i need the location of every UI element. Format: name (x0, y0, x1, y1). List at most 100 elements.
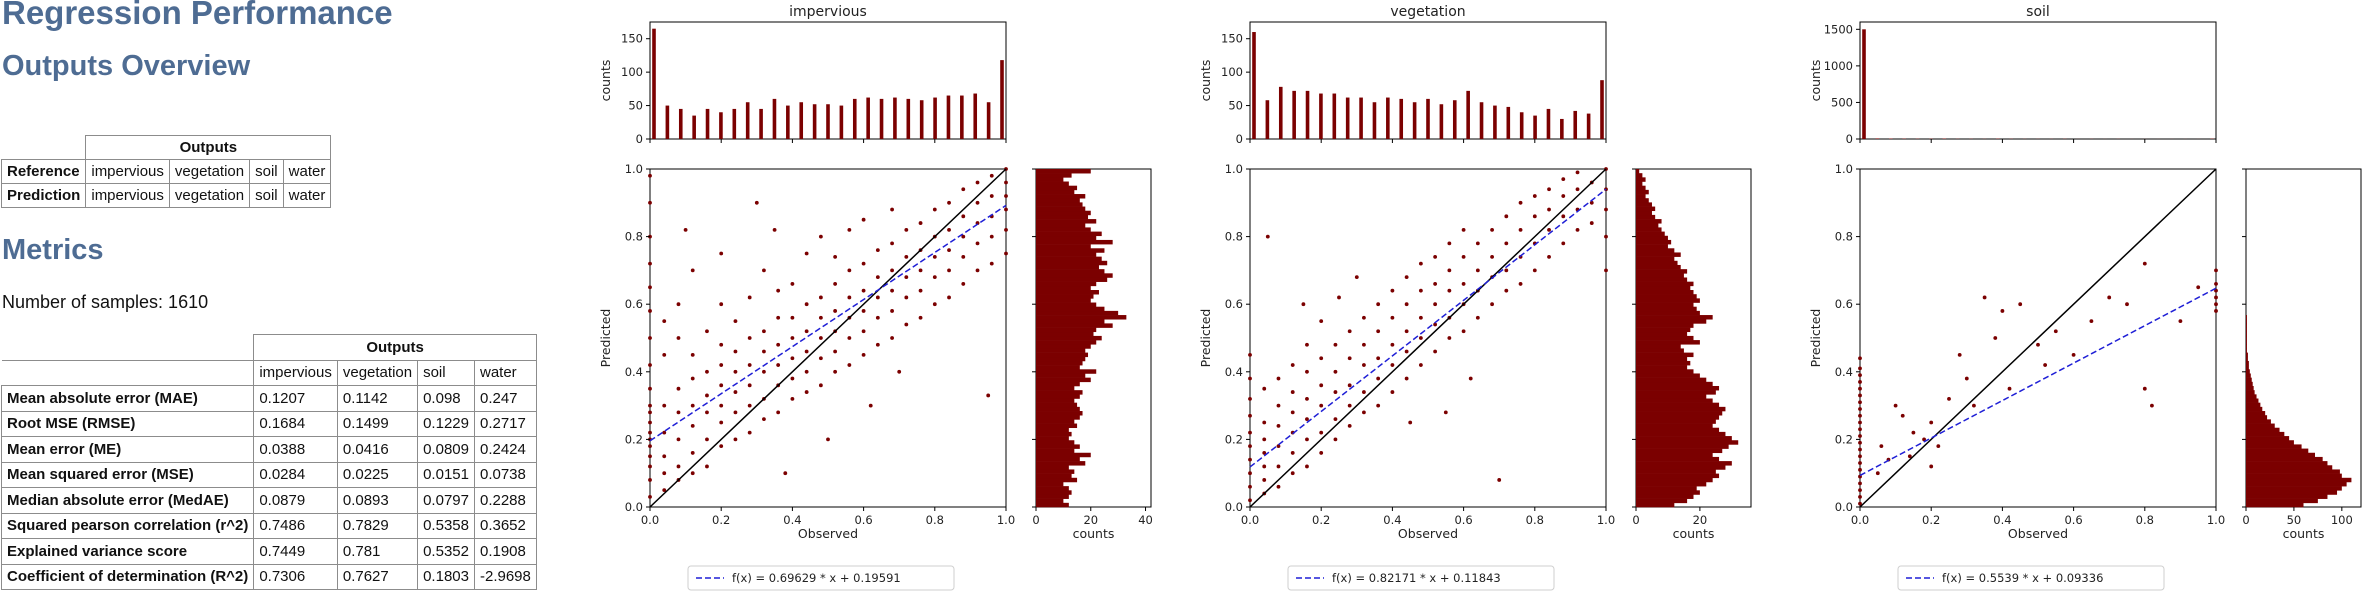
x-axis-label: Observed (1398, 526, 1458, 541)
right-hist-bar (1636, 277, 1688, 282)
scatter-point (932, 275, 937, 280)
scatter-point (1858, 427, 1862, 432)
top-hist-bar (973, 93, 978, 139)
y-axis-label: Predicted (598, 309, 613, 368)
right-hist-bar (1636, 356, 1688, 362)
right-hist-bar (1036, 473, 1072, 479)
scatter-point (747, 336, 752, 340)
row-label: Coefficient of determination (R^2) (0, 563, 255, 590)
scatter-point (1461, 227, 1466, 232)
scatter-point (1333, 369, 1338, 374)
scatter-point (1418, 336, 1423, 340)
table-row: Mean error (ME) 0.0388 0.0416 0.0809 0.2424 (0, 436, 537, 463)
scatter-point (1532, 194, 1537, 198)
right-hist-bar (1636, 323, 1694, 328)
scatter-point (733, 410, 738, 415)
table-cell: 0.0797 (417, 487, 475, 514)
scatter-point (690, 376, 695, 381)
legend-box (1287, 565, 1555, 591)
scatter-point (1547, 207, 1551, 212)
y-tick-label: 0.0 (625, 500, 643, 514)
right-hist-bar (1636, 185, 1646, 191)
top-hist-bar (1600, 80, 1604, 139)
top-hist-bar (759, 108, 763, 139)
right-hist-bar (2246, 473, 2342, 479)
right-hist-bar (1636, 214, 1656, 220)
top-hist-bar (719, 112, 723, 139)
top-hist-bar (1875, 138, 1880, 139)
y-tick-label: 0.4 (625, 365, 643, 379)
right-hist-bar (1636, 481, 1707, 487)
scatter-point (989, 173, 994, 178)
x-tick-label: 0.8 (2136, 513, 2154, 527)
top-hist-tick-label: 1500 (1824, 22, 1853, 36)
scatter-point (719, 403, 724, 408)
scatter-point (904, 275, 909, 280)
x-tick-label: 1.0 (2207, 513, 2225, 527)
right-hist-bar (1036, 173, 1072, 178)
scatter-point (1875, 471, 1880, 476)
right-hist-bar (1036, 231, 1102, 237)
column-header: vegetation (336, 359, 419, 386)
top-hist-bar (1372, 102, 1377, 139)
right-hist-bar (1036, 398, 1075, 403)
table-cell: impervious (85, 159, 170, 184)
scatter-point (875, 275, 880, 280)
scatter-point (1518, 227, 1523, 232)
scatter-point (1575, 187, 1580, 192)
right-hist-bar (2246, 406, 2263, 412)
right-hist-bar (1036, 390, 1083, 395)
right-hist-bar (1636, 281, 1694, 287)
scatter-point (676, 386, 681, 391)
identity-line (1859, 168, 2217, 508)
y-tick-label: 0.8 (625, 230, 643, 244)
right-hist-bar (2246, 369, 2250, 374)
scatter-point (1447, 288, 1452, 293)
scatter-point (2071, 353, 2076, 357)
scatter-point (1972, 403, 1976, 408)
scatter-point (1858, 461, 1862, 465)
scatter-point (1858, 413, 1862, 418)
table-cell: 0.7486 (253, 512, 338, 539)
scatter-point (1858, 380, 1862, 384)
row-label: Prediction (0, 183, 87, 208)
scatter-point (947, 227, 951, 232)
scatter-point (833, 282, 838, 286)
right-hist-bar (1036, 323, 1113, 328)
scatter-point (875, 315, 880, 320)
right-hist-bar (1036, 419, 1075, 424)
scatter-point (648, 430, 652, 435)
row-label: Explained variance score (0, 538, 255, 565)
scatter-point (975, 241, 980, 246)
scatter-point (1333, 417, 1338, 422)
right-hist-bar (1036, 352, 1089, 358)
right-hist-bar (2246, 423, 2275, 429)
scatter-point (961, 234, 966, 239)
scatter-point (2053, 329, 2058, 334)
scatter-point (1404, 376, 1409, 381)
right-hist-bar (1636, 290, 1694, 295)
right-hist-bar (1636, 219, 1662, 224)
right-hist-bar (1636, 256, 1675, 262)
top-hist-bar (946, 95, 951, 139)
right-hist-bar (1036, 244, 1091, 249)
scatter-point (690, 471, 695, 476)
scatter-point (705, 410, 709, 415)
scatter-point (2089, 319, 2094, 323)
scatter-point (1475, 268, 1480, 273)
right-hist-bar (1636, 411, 1723, 416)
right-hist-bar (1636, 365, 1688, 370)
right-hist-bar (1036, 331, 1094, 337)
x-tick-label: 0.4 (1383, 513, 1401, 527)
scatter-point (932, 254, 937, 259)
scatter-point (690, 353, 695, 357)
right-hist-bar (1636, 494, 1694, 499)
scatter-point (2196, 285, 2201, 290)
y-tick-label: 0.4 (1225, 365, 1243, 379)
right-hist-bar (2246, 323, 2247, 328)
right-hist-bar (2246, 356, 2248, 362)
scatter-point (1319, 451, 1324, 455)
right-hist-bar (2246, 352, 2248, 358)
scatter-point (648, 285, 652, 290)
right-hist-bar (2246, 494, 2328, 499)
